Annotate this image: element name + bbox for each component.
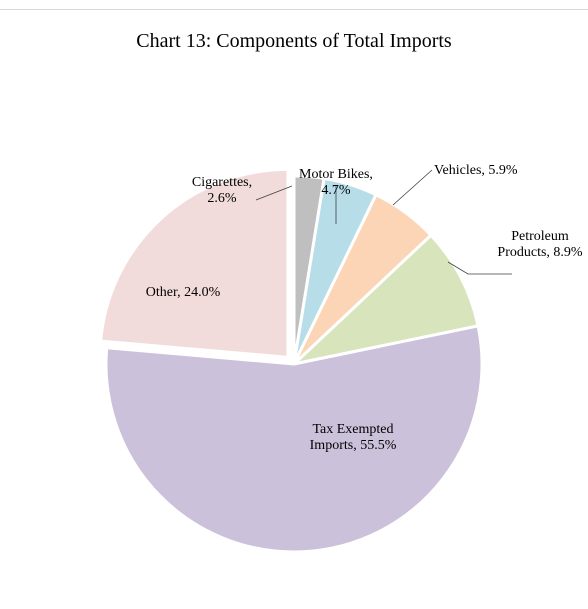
top-rule: [0, 9, 588, 10]
leader-line-petroleum-products: [447, 261, 512, 275]
data-label-tax-exempted-imports: Tax Exempted Imports, 55.5%: [310, 422, 397, 453]
pie-slice-petroleum-products: [289, 233, 480, 367]
data-label-vehicles: Vehicles, 5.9%: [434, 163, 518, 178]
leader-line-cigarettes: [255, 185, 293, 201]
data-label-motor-bikes: Motor Bikes, 4.7%: [299, 167, 373, 198]
leader-line-vehicles: [392, 169, 433, 206]
data-label-cigarettes: Cigarettes, 2.6%: [192, 175, 252, 206]
data-label-petroleum-products: Petroleum Products, 8.9%: [497, 229, 583, 260]
data-label-other: Other, 24.0%: [146, 285, 221, 300]
pie-slice-tax-exempted-imports: [104, 324, 484, 554]
pie-slice-other: [98, 167, 290, 360]
chart-title: Chart 13: Components of Total Imports: [136, 30, 452, 52]
